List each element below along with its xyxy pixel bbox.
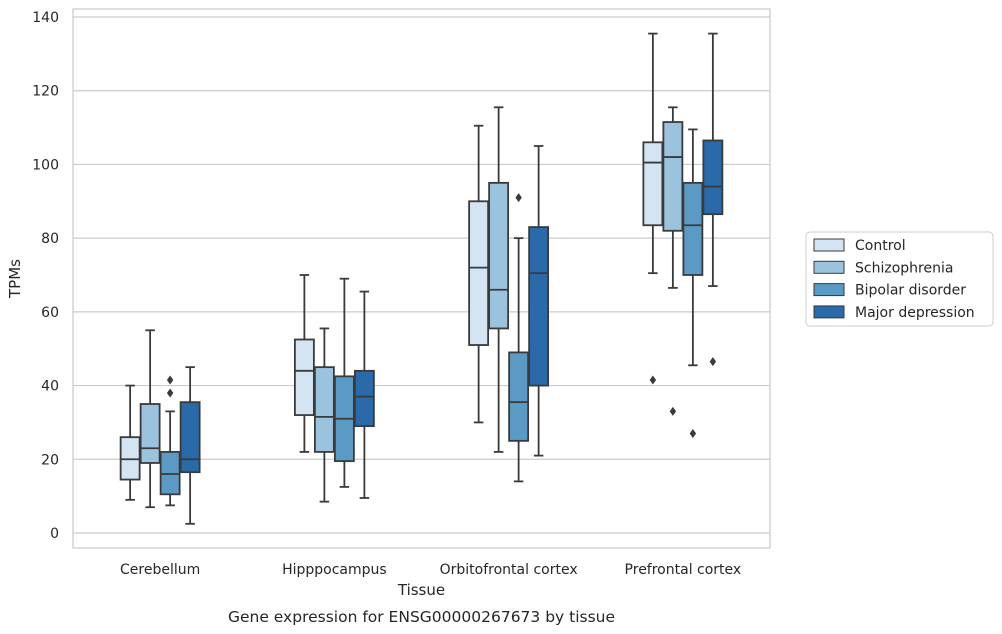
y-tick-label: 0: [50, 526, 59, 542]
x-tick-label: Orbitofrontal cortex: [440, 562, 578, 578]
box-body: [293, 338, 315, 416]
box-body: [119, 436, 141, 481]
box: [353, 290, 375, 499]
y-tick-label: 80: [41, 231, 59, 247]
box: [508, 193, 530, 483]
y-axis-ticks: 0 20 40 60 80 100 120 140: [32, 10, 59, 542]
box-body: [642, 141, 664, 227]
box-body: [139, 403, 161, 464]
box-body: [702, 139, 724, 216]
outlier-point: [515, 193, 522, 203]
box-plots: [119, 32, 724, 525]
outlier-point: [166, 388, 174, 398]
x-tick-label: Cerebellum: [120, 562, 200, 578]
box: [179, 366, 201, 525]
box-body: [468, 200, 490, 346]
chart-title: Gene expression for ENSG00000267673 by t…: [228, 608, 615, 626]
legend-frame: [805, 231, 994, 327]
box-body: [353, 369, 375, 428]
legend-swatch: [813, 260, 845, 274]
box-body: [179, 401, 201, 474]
legend-label: Schizophrenia: [855, 260, 953, 276]
y-axis-title: TPMs: [6, 259, 24, 299]
outlier-point: [166, 375, 174, 385]
outlier-point: [649, 375, 657, 385]
box-body: [313, 366, 335, 453]
outlier-point: [669, 406, 677, 416]
x-tick-label: Prefrontal cortex: [625, 562, 742, 578]
box: [293, 274, 315, 453]
box: [528, 145, 550, 457]
outlier-point: [709, 357, 717, 367]
x-axis-ticks: Cerebellum Hipppocampus Orbitofrontal cort…: [120, 562, 741, 578]
box-body: [159, 451, 181, 496]
legend: Control Schizophrenia Bipolar disorder Majo…: [805, 231, 994, 327]
y-tick-label: 140: [32, 10, 59, 26]
legend-label: Major depression: [855, 305, 975, 321]
box-body: [662, 121, 684, 232]
x-axis-title: Tissue: [397, 581, 445, 599]
x-tick-label: Hipppocampus: [282, 562, 387, 578]
box-body: [488, 181, 510, 330]
y-tick-label: 20: [41, 452, 59, 468]
y-tick-label: 100: [32, 157, 59, 173]
box: [333, 277, 355, 488]
box: [702, 32, 724, 367]
y-tick-label: 40: [41, 379, 59, 395]
box: [682, 128, 704, 438]
box-body: [682, 181, 704, 276]
box: [662, 106, 684, 416]
box: [488, 106, 510, 453]
outlier-point: [689, 428, 697, 438]
y-tick-label: 60: [41, 305, 59, 321]
legend-swatch: [813, 305, 845, 319]
y-tick-label: 120: [32, 84, 59, 100]
box: [139, 329, 161, 509]
legend-swatch: [813, 238, 845, 252]
box: [313, 327, 335, 503]
legend-swatch: [813, 283, 845, 297]
box-body: [528, 226, 550, 387]
legend-label: Bipolar disorder: [855, 283, 966, 299]
legend-label: Control: [855, 238, 906, 254]
box: [642, 32, 664, 385]
box: [159, 375, 181, 507]
box: [468, 124, 490, 424]
plot-area-frame: [72, 8, 771, 549]
box-body: [508, 351, 530, 442]
box: [119, 384, 141, 501]
